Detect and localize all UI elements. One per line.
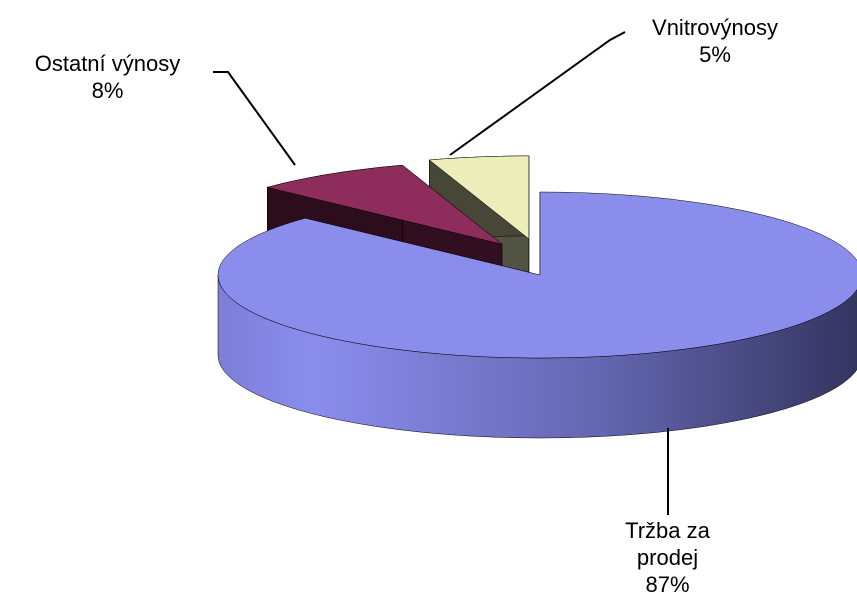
leader-line: [213, 71, 296, 166]
pie-slice: [428, 155, 530, 240]
leader-line: [449, 31, 626, 156]
slice-label: Vnitrovýnosy 5%: [620, 14, 810, 68]
pie-slice: [217, 191, 857, 359]
category-label: Vnitrovýnosy: [652, 15, 778, 40]
slices: [217, 155, 857, 439]
slice-label: Tržba za prodej 87%: [605, 517, 730, 598]
value-label: 87%: [645, 572, 690, 597]
value-label: 5%: [699, 42, 731, 67]
pie-slice: [267, 164, 503, 245]
category-label: Tržba za prodej: [625, 518, 710, 570]
slice-label: Ostatní výnosy 8%: [0, 50, 215, 104]
category-label: Ostatní výnosy: [34, 51, 181, 76]
value-label: 8%: [91, 78, 124, 103]
